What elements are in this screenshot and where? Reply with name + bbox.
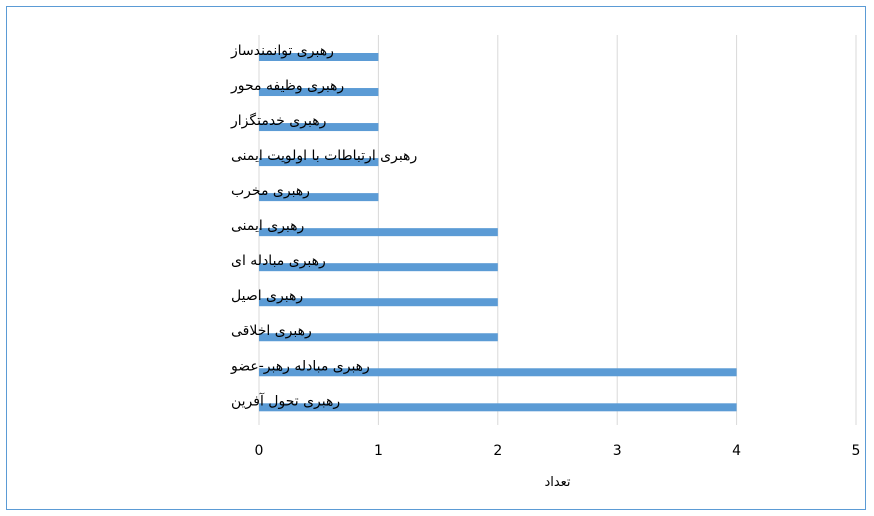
category-label: رهبری اصیل [231,288,303,304]
category-label: رهبری اخلاقی [231,323,312,339]
bar [259,88,379,97]
category-label: رهبری خدمتگزار [230,112,326,129]
category-label: رهبری توانمندساز [230,43,334,59]
x-tick-label: 5 [852,443,861,459]
chart-frame [6,6,866,510]
bar [259,333,498,342]
category-label: رهبری مخرب [231,183,310,199]
bar [259,368,737,377]
category-label: رهبری مبادله ای [231,253,326,269]
category-label: رهبری ایمنی [231,218,304,234]
bar [259,158,379,167]
category-label: رهبری وظیفه محور [230,78,344,94]
x-tick-label: 3 [613,443,622,459]
x-axis-title: تعداد [544,475,570,490]
category-label: رهبری تحول آفرین [231,392,340,409]
x-tick-label: 2 [493,443,502,459]
bars [259,53,737,412]
bar [259,228,498,237]
x-tick-labels: 0 1 2 3 4 5 [255,443,861,459]
bar [259,53,379,61]
category-label: رهبری مبادله رهبر-عضو [230,358,370,374]
gridlines [258,35,857,425]
bar [259,403,737,412]
x-tick-label: 4 [732,443,741,459]
bar [259,123,379,132]
bar [259,193,379,202]
x-tick-label: 0 [255,443,264,459]
bar [259,298,498,307]
x-tick-label: 1 [374,443,383,459]
bar [259,263,498,272]
category-label: رهبری ارتباطات با اولویت ایمنی [231,148,417,164]
category-labels: رهبری توانمندساز رهبری وظیفه محور رهبری خد… [230,43,417,409]
